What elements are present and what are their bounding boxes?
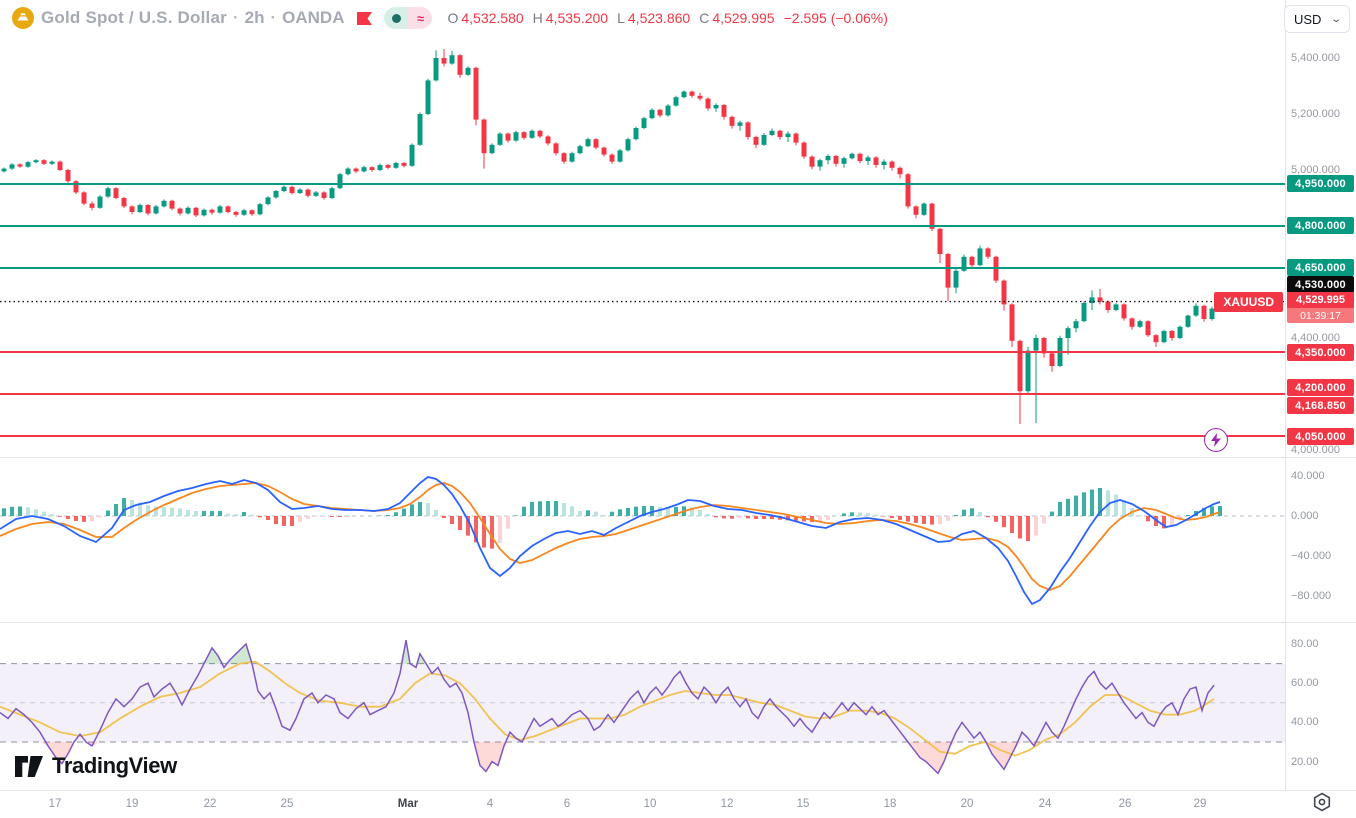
time-tick-label: 6 (563, 798, 571, 810)
time-tick-label: 4 (486, 798, 494, 810)
level-badge: 4,050.000 (1287, 428, 1354, 445)
symbol-price-label: XAUUSD (1214, 292, 1283, 312)
settings-hexagon-icon[interactable] (1312, 792, 1332, 812)
flag-icon[interactable] (357, 11, 373, 25)
currency-dropdown[interactable]: USD ⌄ (1284, 5, 1350, 33)
time-tick-label: 10 (643, 798, 657, 810)
level-badge: 4,650.000 (1287, 259, 1354, 276)
price-tick-label: 4,000.000 (1291, 444, 1340, 456)
tradingview-logo-text: TradingView (52, 753, 177, 778)
symbol-title[interactable]: Gold Spot / U.S. Dollar (41, 8, 227, 27)
tradingview-logo[interactable]: TradingView (14, 753, 177, 779)
time-tick-label: 25 (280, 798, 294, 810)
currency-value: USD (1294, 11, 1322, 27)
separator-dot: · (270, 8, 277, 27)
symbol-header: Gold Spot / U.S. Dollar · 2h · OANDA ≈ O… (12, 6, 888, 30)
pane-separator-rsi[interactable] (0, 622, 1356, 623)
level-badge: 4,200.000 (1287, 379, 1354, 396)
indicator-status-pill[interactable]: ≈ (384, 7, 433, 29)
price-scale-border (1285, 0, 1286, 790)
time-tick-label: 17 (48, 798, 62, 810)
rsi-tick-label: 80.00 (1291, 638, 1319, 650)
current-price-value: 4,529.995 (1287, 292, 1354, 308)
time-tick-label: 18 (883, 798, 897, 810)
gold-symbol-icon (12, 7, 34, 29)
exchange-label[interactable]: OANDA (282, 8, 345, 27)
low-label: L (617, 10, 625, 26)
time-tick-label: 15 (796, 798, 810, 810)
tradingview-mark-icon (15, 755, 43, 777)
approx-status-icon[interactable]: ≈ (408, 7, 433, 29)
time-tick-label: 12 (720, 798, 734, 810)
time-tick-label: 19 (125, 798, 139, 810)
interval-label[interactable]: 2h (244, 8, 265, 27)
macd-tick-label: −40.000 (1291, 550, 1332, 562)
price-tick-label: 4,400.000 (1291, 332, 1340, 344)
level-badge: 4,168.850 (1287, 397, 1354, 414)
pane-separator-macd[interactable] (0, 457, 1356, 458)
open-label: O (447, 10, 459, 26)
rsi-tick-label: 40.00 (1291, 716, 1319, 728)
alert-lightning-icon[interactable] (1204, 428, 1228, 452)
close-label: C (699, 10, 710, 26)
time-scale-border (0, 790, 1356, 791)
current-price-badge: 4,529.995 01:39:17 (1287, 292, 1354, 323)
rsi-tick-label: 20.00 (1291, 756, 1319, 768)
level-badge: 4,530.000 (1287, 276, 1354, 293)
level-badge: 4,950.000 (1287, 175, 1354, 192)
bar-countdown: 01:39:17 (1287, 308, 1354, 323)
time-tick-label: 20 (960, 798, 974, 810)
price-tick-label: 5,000.000 (1291, 164, 1340, 176)
separator-dot: · (232, 8, 239, 27)
price-tick-label: 5,200.000 (1291, 108, 1340, 120)
price-scale[interactable]: 4,529.995 01:39:17 5,400.000 5,200.000 5,0… (1286, 0, 1356, 790)
high-label: H (532, 10, 543, 26)
price-tick-label: 5,400.000 (1291, 52, 1340, 64)
dot-status-icon[interactable] (384, 7, 409, 29)
open-value: 4,532.580 (461, 10, 524, 26)
level-badge: 4,350.000 (1287, 344, 1354, 361)
change-value: −2.595 (−0.06%) (783, 10, 888, 26)
macd-tick-label: −80.000 (1291, 590, 1332, 602)
chevron-down-icon: ⌄ (1329, 13, 1342, 25)
time-tick-label: 24 (1038, 798, 1052, 810)
rsi-tick-label: 60.00 (1291, 677, 1319, 689)
time-tick-label: 22 (203, 798, 217, 810)
high-value: 4,535.200 (545, 10, 609, 26)
time-scale[interactable]: 17 19 22 25 Mar 4 6 10 12 15 18 20 24 26 29 (0, 791, 1356, 818)
level-badge: 4,800.000 (1287, 217, 1354, 234)
time-tick-label: 29 (1193, 798, 1207, 810)
macd-tick-label: 0.000 (1291, 510, 1319, 522)
close-value: 4,529.995 (712, 10, 775, 26)
low-value: 4,523.860 (627, 10, 691, 26)
time-tick-label: Mar (397, 798, 419, 810)
ohlc-readout: O 4,532.580 H 4,535.200 L 4,523.860 C 4,… (447, 10, 887, 26)
macd-tick-label: 40.000 (1291, 470, 1325, 482)
time-tick-label: 26 (1118, 798, 1132, 810)
